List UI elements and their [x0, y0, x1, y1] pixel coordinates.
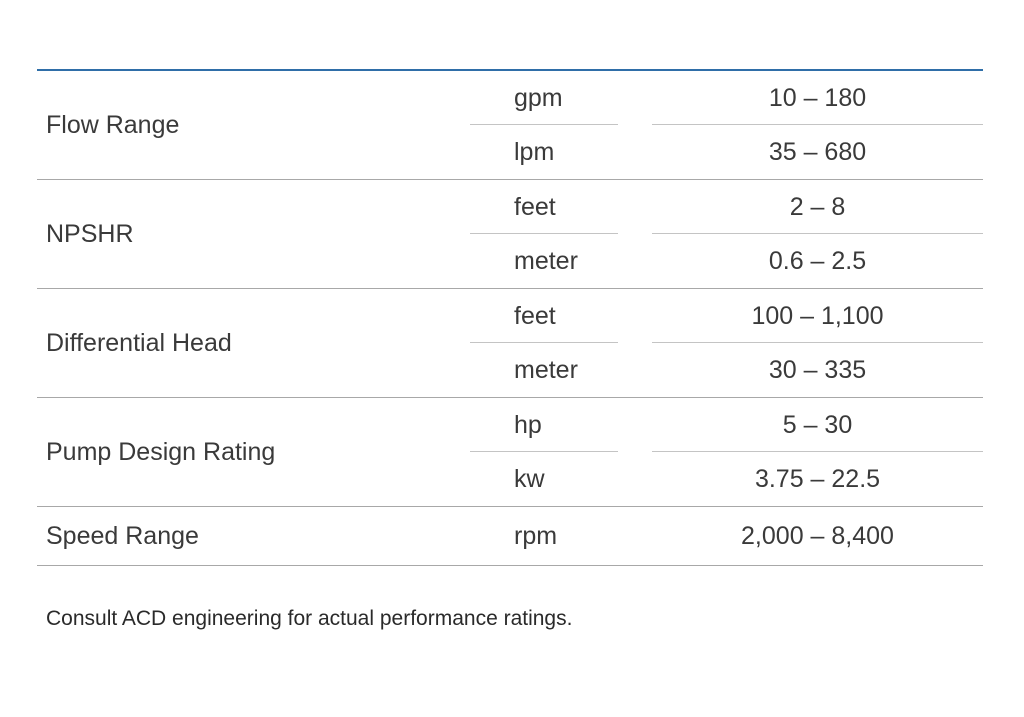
- row-label: Pump Design Rating: [46, 437, 276, 466]
- unit-cell: gpm: [514, 83, 563, 112]
- spec-row-differential-head: Differential Head feet 100 – 1,100 meter…: [37, 289, 983, 398]
- spec-table: Flow Range gpm 10 – 180 lpm 35 – 680 NPS…: [37, 69, 983, 566]
- sub-row: feet 100 – 1,100: [37, 289, 983, 343]
- sub-row: rpm 2,000 – 8,400: [37, 507, 983, 565]
- row-label: Flow Range: [46, 110, 180, 139]
- value-cell: 0.6 – 2.5: [768, 246, 867, 275]
- unit-cell: feet: [514, 301, 556, 330]
- sub-divider: [652, 124, 983, 125]
- value-cell: 100 – 1,100: [751, 301, 884, 330]
- sub-divider: [470, 342, 618, 343]
- unit-cell: hp: [514, 410, 542, 439]
- sub-divider: [470, 124, 618, 125]
- sub-divider: [652, 451, 983, 452]
- value-cell: 5 – 30: [782, 410, 853, 439]
- sub-divider: [470, 233, 618, 234]
- spec-row-speed-range: Speed Range rpm 2,000 – 8,400: [37, 507, 983, 566]
- spec-row-flow-range: Flow Range gpm 10 – 180 lpm 35 – 680: [37, 71, 983, 180]
- row-label: NPSHR: [46, 219, 134, 248]
- value-cell: 2,000 – 8,400: [741, 521, 894, 550]
- value-cell: 3.75 – 22.5: [754, 464, 881, 493]
- sub-divider: [470, 451, 618, 452]
- sub-row: feet 2 – 8: [37, 180, 983, 234]
- footnote: Consult ACD engineering for actual perfo…: [46, 607, 573, 630]
- sub-row: meter 0.6 – 2.5: [37, 233, 983, 288]
- sub-divider: [652, 342, 983, 343]
- sub-row: meter 30 – 335: [37, 342, 983, 397]
- unit-cell: meter: [514, 246, 578, 275]
- unit-cell: feet: [514, 192, 556, 221]
- spec-row-pump-design-rating: Pump Design Rating hp 5 – 30 kw 3.75 – 2…: [37, 398, 983, 507]
- sub-row: hp 5 – 30: [37, 398, 983, 452]
- sub-row: lpm 35 – 680: [37, 124, 983, 179]
- sub-divider: [652, 233, 983, 234]
- spec-row-npshr: NPSHR feet 2 – 8 meter 0.6 – 2.5: [37, 180, 983, 289]
- value-cell: 30 – 335: [768, 355, 867, 384]
- unit-cell: kw: [514, 464, 545, 493]
- row-label: Speed Range: [46, 521, 199, 550]
- value-cell: 10 – 180: [768, 83, 867, 112]
- unit-cell: meter: [514, 355, 578, 384]
- sub-row: kw 3.75 – 22.5: [37, 451, 983, 506]
- unit-cell: lpm: [514, 137, 555, 166]
- value-cell: 2 – 8: [789, 192, 846, 221]
- row-label: Differential Head: [46, 328, 232, 357]
- unit-cell: rpm: [514, 521, 558, 550]
- value-cell: 35 – 680: [768, 137, 867, 166]
- sub-row: gpm 10 – 180: [37, 71, 983, 125]
